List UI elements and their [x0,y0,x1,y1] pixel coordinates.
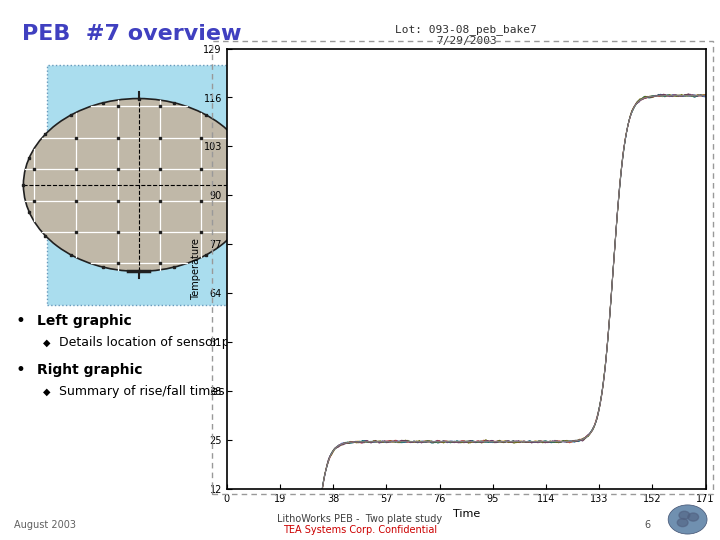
Text: Left graphic: Left graphic [37,314,132,328]
Y-axis label: Temperature: Temperature [191,238,201,300]
Text: TEA Systems Corp. Confidential: TEA Systems Corp. Confidential [283,525,437,535]
Circle shape [679,511,690,519]
Text: •: • [16,312,26,330]
Text: Right graphic: Right graphic [37,363,143,377]
Circle shape [23,98,254,271]
Text: LithoWorks PEB -  Two plate study: LithoWorks PEB - Two plate study [277,515,443,524]
Title: Lot: 093-08_peb_bake7
7/29/2003: Lot: 093-08_peb_bake7 7/29/2003 [395,24,537,46]
Circle shape [688,513,698,521]
Text: Summary of rise/fall times vs temperature: Summary of rise/fall times vs temperatur… [59,385,325,398]
Text: 6: 6 [644,520,651,530]
Text: ◆: ◆ [43,338,50,348]
Text: August 2003: August 2003 [14,520,76,530]
X-axis label: Time: Time [453,509,480,519]
Text: Details location of sensor points: Details location of sensor points [59,336,260,349]
Circle shape [678,518,688,526]
Circle shape [668,505,707,534]
Text: •: • [16,361,26,379]
Text: ◆: ◆ [43,387,50,396]
Text: PEB  #7 overview: PEB #7 overview [22,24,241,44]
Bar [47,65,230,305]
